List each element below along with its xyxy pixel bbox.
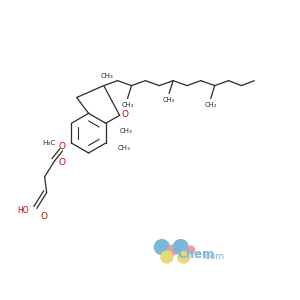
Text: CH₃: CH₃ <box>118 145 130 151</box>
Circle shape <box>178 251 190 263</box>
Text: Chem: Chem <box>178 248 215 260</box>
Circle shape <box>154 240 169 254</box>
Text: CH₃: CH₃ <box>163 98 175 103</box>
Text: O: O <box>59 158 66 167</box>
Text: .com: .com <box>202 251 224 260</box>
Text: CH₃: CH₃ <box>205 102 217 108</box>
Text: CH₃: CH₃ <box>100 73 113 79</box>
Circle shape <box>161 251 173 263</box>
Text: O: O <box>59 142 66 151</box>
Text: HO: HO <box>17 206 29 215</box>
Text: O: O <box>121 110 128 119</box>
Circle shape <box>173 240 188 254</box>
Circle shape <box>187 246 195 254</box>
Circle shape <box>168 245 178 255</box>
Text: O: O <box>40 212 47 221</box>
Text: CH₃: CH₃ <box>120 128 132 134</box>
Text: H₃C: H₃C <box>42 140 56 146</box>
Text: CH₃: CH₃ <box>122 102 134 108</box>
